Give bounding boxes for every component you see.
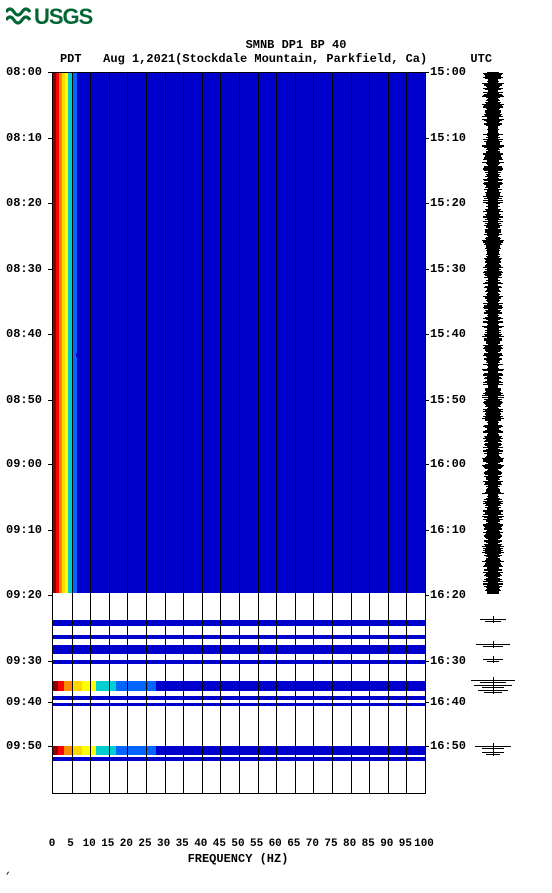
x-tick-label: 90 bbox=[380, 838, 393, 850]
x-tick-label: 5 bbox=[67, 838, 74, 850]
x-tick-label: 55 bbox=[250, 838, 263, 850]
usgs-text: USGS bbox=[34, 4, 92, 30]
usgs-logo: USGS bbox=[6, 4, 546, 30]
y-right-label: 15:20 bbox=[430, 196, 466, 210]
x-tick-label: 0 bbox=[49, 838, 56, 850]
x-tick-label: 30 bbox=[157, 838, 170, 850]
x-tick-label: 65 bbox=[287, 838, 300, 850]
y-left-label: 09:10 bbox=[6, 523, 42, 537]
x-tick-label: 40 bbox=[194, 838, 207, 850]
y-right-label: 16:50 bbox=[430, 739, 466, 753]
x-tick-label: 100 bbox=[414, 838, 434, 850]
x-tick-label: 45 bbox=[213, 838, 226, 850]
x-tick-label: 80 bbox=[343, 838, 356, 850]
y-right-label: 15:30 bbox=[430, 262, 466, 276]
x-tick-label: 10 bbox=[83, 838, 96, 850]
y-left-label: 08:20 bbox=[6, 196, 42, 210]
y-right-label: 16:40 bbox=[430, 695, 466, 709]
y-left-label: 09:20 bbox=[6, 588, 42, 602]
y-right-label: 15:40 bbox=[430, 327, 466, 341]
y-left-label: 08:50 bbox=[6, 393, 42, 407]
footer-mark: , bbox=[6, 866, 546, 877]
title-line-1: SMNB DP1 BP 40 bbox=[46, 38, 546, 52]
x-tick-label: 85 bbox=[362, 838, 375, 850]
y-left-label: 09:30 bbox=[6, 654, 42, 668]
usgs-wave-icon bbox=[6, 6, 32, 28]
chart-area: FREQUENCY (HZ) 08:0008:1008:2008:3008:40… bbox=[44, 72, 524, 832]
y-left-label: 09:50 bbox=[6, 739, 42, 753]
y-right-label: 16:10 bbox=[430, 523, 466, 537]
x-tick-label: 75 bbox=[324, 838, 337, 850]
x-tick-label: 15 bbox=[101, 838, 114, 850]
y-right-label: 15:10 bbox=[430, 131, 466, 145]
y-left-label: 08:00 bbox=[6, 65, 42, 79]
y-left-label: 08:10 bbox=[6, 131, 42, 145]
seismogram-column bbox=[470, 72, 516, 792]
y-left-label: 09:40 bbox=[6, 695, 42, 709]
x-tick-label: 50 bbox=[231, 838, 244, 850]
title-line-2: PDT Aug 1,2021(Stockdale Mountain, Parkf… bbox=[6, 52, 546, 66]
y-right-label: 16:00 bbox=[430, 457, 466, 471]
x-tick-label: 25 bbox=[138, 838, 151, 850]
y-right-label: 15:50 bbox=[430, 393, 466, 407]
y-right-label: 16:20 bbox=[430, 588, 466, 602]
x-tick-label: 35 bbox=[176, 838, 189, 850]
x-tick-label: 60 bbox=[269, 838, 282, 850]
x-tick-label: 95 bbox=[399, 838, 412, 850]
x-axis-title: FREQUENCY (HZ) bbox=[52, 852, 424, 866]
y-left-label: 08:40 bbox=[6, 327, 42, 341]
y-right-label: 16:30 bbox=[430, 654, 466, 668]
spectrogram-plot bbox=[52, 72, 426, 794]
y-right-label: 15:00 bbox=[430, 65, 466, 79]
x-tick-label: 20 bbox=[120, 838, 133, 850]
y-left-label: 09:00 bbox=[6, 457, 42, 471]
chart-title: SMNB DP1 BP 40 PDT Aug 1,2021(Stockdale … bbox=[6, 38, 546, 66]
x-tick-label: 70 bbox=[306, 838, 319, 850]
y-left-label: 08:30 bbox=[6, 262, 42, 276]
